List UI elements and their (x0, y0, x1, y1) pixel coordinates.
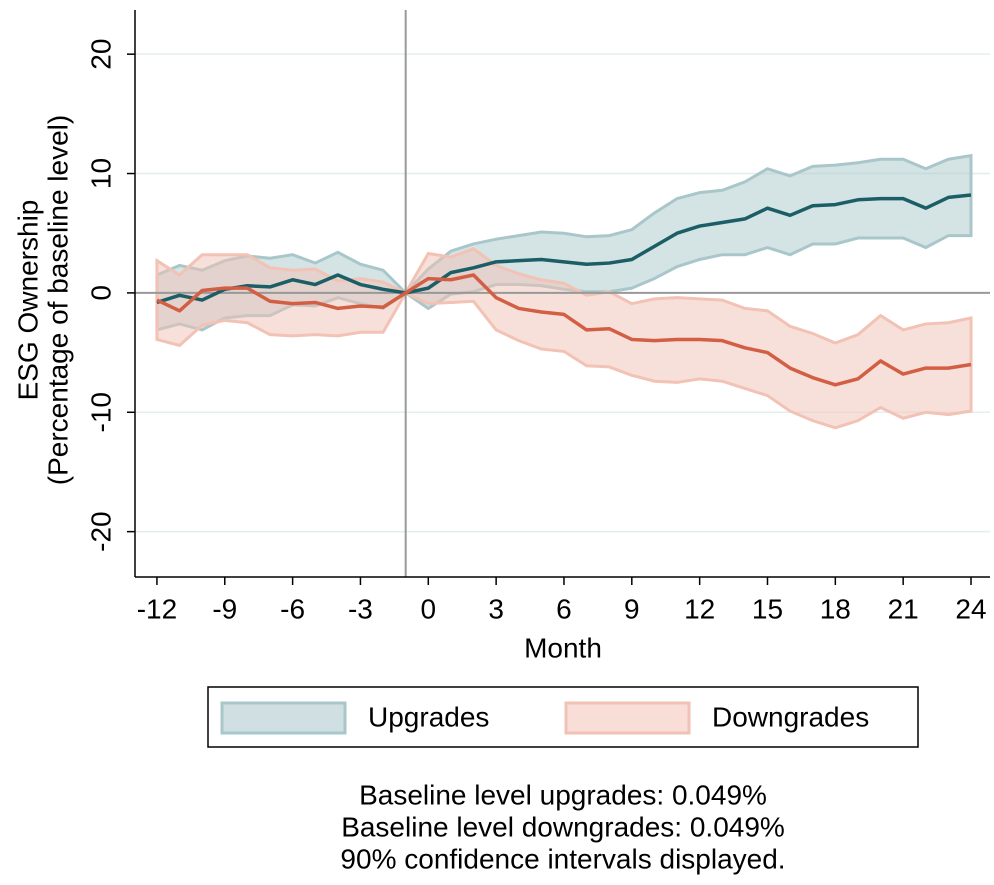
x-tick-label: 3 (488, 593, 504, 624)
y-tick-label: 0 (85, 285, 116, 301)
x-tick-label: -9 (212, 593, 237, 624)
y-axis-title: (Percentage of baseline level) (42, 115, 73, 485)
note: Baseline level upgrades: 0.049% (359, 779, 767, 810)
x-tick-label: 15 (752, 593, 783, 624)
x-tick-label: 12 (684, 593, 715, 624)
legend-label: Upgrades (368, 701, 489, 732)
series-line (156, 273, 972, 387)
x-tick-label: -12 (137, 593, 177, 624)
note: Baseline level downgrades: 0.049% (341, 811, 785, 842)
x-tick-label: 6 (556, 593, 572, 624)
x-tick-label: -6 (280, 593, 305, 624)
y-tick-label: 10 (85, 158, 116, 189)
y-tick-label: -10 (85, 392, 116, 432)
legend-swatch (564, 701, 691, 735)
x-tick-label: 18 (820, 593, 851, 624)
x-tick-label: 24 (955, 593, 986, 624)
note: 90% confidence intervals displayed. (340, 843, 785, 874)
x-tick-label: 9 (624, 593, 640, 624)
x-tick-label: 21 (888, 593, 919, 624)
legend-swatch (220, 701, 347, 735)
x-tick-label: 0 (421, 593, 437, 624)
y-tick-label: -20 (85, 511, 116, 551)
legend-label: Downgrades (712, 701, 869, 732)
y-axis-title: ESG Ownership (12, 200, 43, 401)
x-axis-title: Month (524, 632, 602, 663)
x-tick-label: -3 (348, 593, 373, 624)
series-line (156, 193, 972, 305)
y-tick-label: 20 (85, 39, 116, 70)
